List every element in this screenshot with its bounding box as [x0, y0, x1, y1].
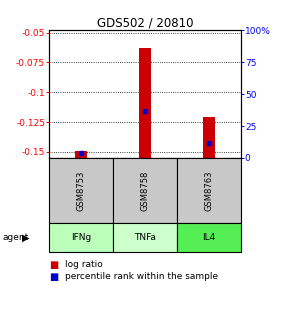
Text: GSM8753: GSM8753 — [77, 170, 86, 211]
Text: GSM8758: GSM8758 — [140, 170, 150, 211]
Text: agent: agent — [3, 233, 29, 242]
Bar — [139, 48, 151, 158]
Text: ■: ■ — [49, 260, 59, 270]
Text: GSM8763: GSM8763 — [204, 170, 213, 211]
Bar — [203, 117, 215, 158]
Text: IFNg: IFNg — [71, 233, 91, 242]
Title: GDS502 / 20810: GDS502 / 20810 — [97, 16, 193, 29]
Text: IL4: IL4 — [202, 233, 215, 242]
Text: log ratio: log ratio — [65, 260, 103, 269]
Bar — [75, 151, 87, 158]
Text: ▶: ▶ — [22, 233, 29, 243]
Text: percentile rank within the sample: percentile rank within the sample — [65, 272, 218, 281]
Text: ■: ■ — [49, 271, 59, 282]
Text: TNFa: TNFa — [134, 233, 156, 242]
